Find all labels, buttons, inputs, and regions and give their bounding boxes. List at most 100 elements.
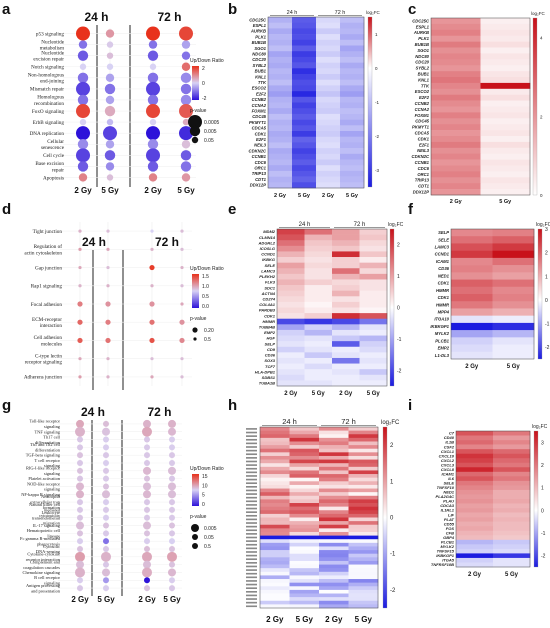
heatmap-cell — [292, 17, 317, 23]
heatmap-cell — [277, 307, 305, 314]
category-label: ErbB signaling — [33, 120, 65, 126]
heatmap-cell — [304, 324, 333, 331]
gene-label-placeholder — [246, 500, 257, 503]
heatmap-cell — [260, 481, 290, 486]
color-bar — [532, 17, 538, 196]
heatmap-cell — [316, 22, 341, 29]
gene-label: PKMYT1 — [249, 120, 267, 125]
heatmap-cell — [348, 506, 379, 511]
heatmap-cell — [340, 68, 365, 75]
category-label: Leukocyte — [41, 510, 60, 515]
heatmap-cell — [348, 546, 379, 551]
gene-label: KNL1 — [255, 74, 267, 79]
category-label: and presentation — [31, 588, 61, 593]
heatmap-frame — [450, 228, 535, 360]
heatmap-cell — [289, 564, 320, 569]
heatmap-cell — [359, 229, 388, 235]
color-bar — [367, 16, 373, 188]
heatmap-cell — [316, 131, 341, 137]
heatmap-cell — [260, 430, 290, 435]
heatmap-cell — [316, 34, 341, 41]
dot-point — [168, 419, 176, 428]
gene-label: BUB1B — [415, 42, 429, 47]
heatmap-cell — [456, 462, 494, 468]
x-tick-label: 5 Gy — [355, 615, 373, 624]
category-label: repair — [52, 167, 64, 173]
color-tick-label: 2 — [397, 243, 400, 249]
heatmap-cell — [451, 257, 493, 266]
heatmap-cell — [493, 453, 531, 459]
gene-label: CXCL1 — [441, 449, 455, 454]
heatmap-cell — [277, 335, 305, 342]
heatmap-cell — [359, 318, 388, 325]
heatmap-cell — [319, 499, 349, 504]
heatmap-cell — [289, 571, 320, 576]
gene-label: CDC45 — [415, 119, 429, 124]
gene-label: SDC1 — [264, 285, 275, 290]
gene-label-placeholder — [246, 449, 257, 452]
heatmap-cell — [340, 108, 365, 115]
legend-title: Up/Down Ratio — [190, 466, 224, 472]
heatmap-cell — [319, 575, 349, 580]
legend-title: p-value — [190, 108, 207, 114]
category-label: DNA replication — [30, 131, 65, 137]
heatmap-cell — [292, 62, 317, 69]
gene-label-placeholder — [246, 446, 257, 448]
heatmap-cell — [492, 351, 535, 360]
heatmap-cell — [277, 341, 305, 348]
category-label: signaling — [44, 463, 61, 468]
heatmap-cell — [304, 369, 333, 376]
heatmap-cell — [348, 503, 379, 507]
heatmap-cell — [260, 579, 290, 583]
heatmap-cell — [332, 380, 360, 387]
gene-label: CXCL2 — [441, 458, 455, 463]
heatmap-cell — [260, 546, 290, 551]
category-label: phagocytosis — [37, 541, 60, 546]
heatmap-cell — [493, 494, 531, 500]
heatmap-cell — [431, 189, 481, 196]
heatmap-cell — [268, 91, 293, 98]
x-tick-label: 2 Gy — [468, 572, 482, 578]
heatmap-cell — [316, 148, 341, 155]
heatmap-cell — [431, 153, 481, 160]
heatmap-cell — [348, 604, 379, 609]
heatmap-cell — [277, 369, 305, 376]
heatmap-cell — [260, 506, 290, 511]
dot-point — [78, 357, 82, 361]
heatmap-cell — [359, 290, 388, 297]
dot-point — [169, 522, 175, 529]
heatmap-cell — [431, 112, 481, 119]
heatmap-cell — [304, 296, 333, 303]
heatmap-cell — [480, 65, 531, 72]
heatmap-cell — [260, 455, 290, 460]
heatmap-cell — [319, 506, 349, 511]
heatmap-cell — [348, 521, 379, 526]
dot-point — [179, 104, 193, 119]
dot-point — [77, 467, 83, 474]
heatmap-cell — [292, 108, 317, 115]
heatmap-cell — [348, 470, 379, 475]
dot-point — [76, 148, 90, 163]
heatmap-cell — [332, 335, 360, 342]
heatmap-cell — [304, 313, 333, 320]
time-header: 24 h — [81, 405, 105, 419]
heatmap-cell — [340, 170, 365, 177]
heatmap-cell — [260, 560, 290, 565]
gene-label-placeholder — [246, 569, 257, 571]
dot-point — [150, 284, 154, 288]
heatmap-cell — [456, 526, 494, 532]
heatmap-cell — [260, 553, 290, 558]
x-tick-label: 5 Gy — [298, 193, 311, 199]
dot-point — [77, 546, 83, 552]
heatmap-cell — [332, 369, 360, 376]
heatmap-cell — [493, 444, 531, 450]
heatmap-cell — [277, 380, 305, 387]
gene-label-placeholder — [246, 511, 257, 513]
heatmap-cell — [480, 29, 531, 36]
heatmap-cell — [319, 531, 349, 536]
heatmap-cell — [319, 488, 349, 493]
heatmap-cell — [292, 136, 317, 143]
heatmap-cell — [480, 177, 531, 184]
color-tick-label: 2 — [390, 443, 394, 449]
heatmap-cell — [431, 47, 481, 54]
